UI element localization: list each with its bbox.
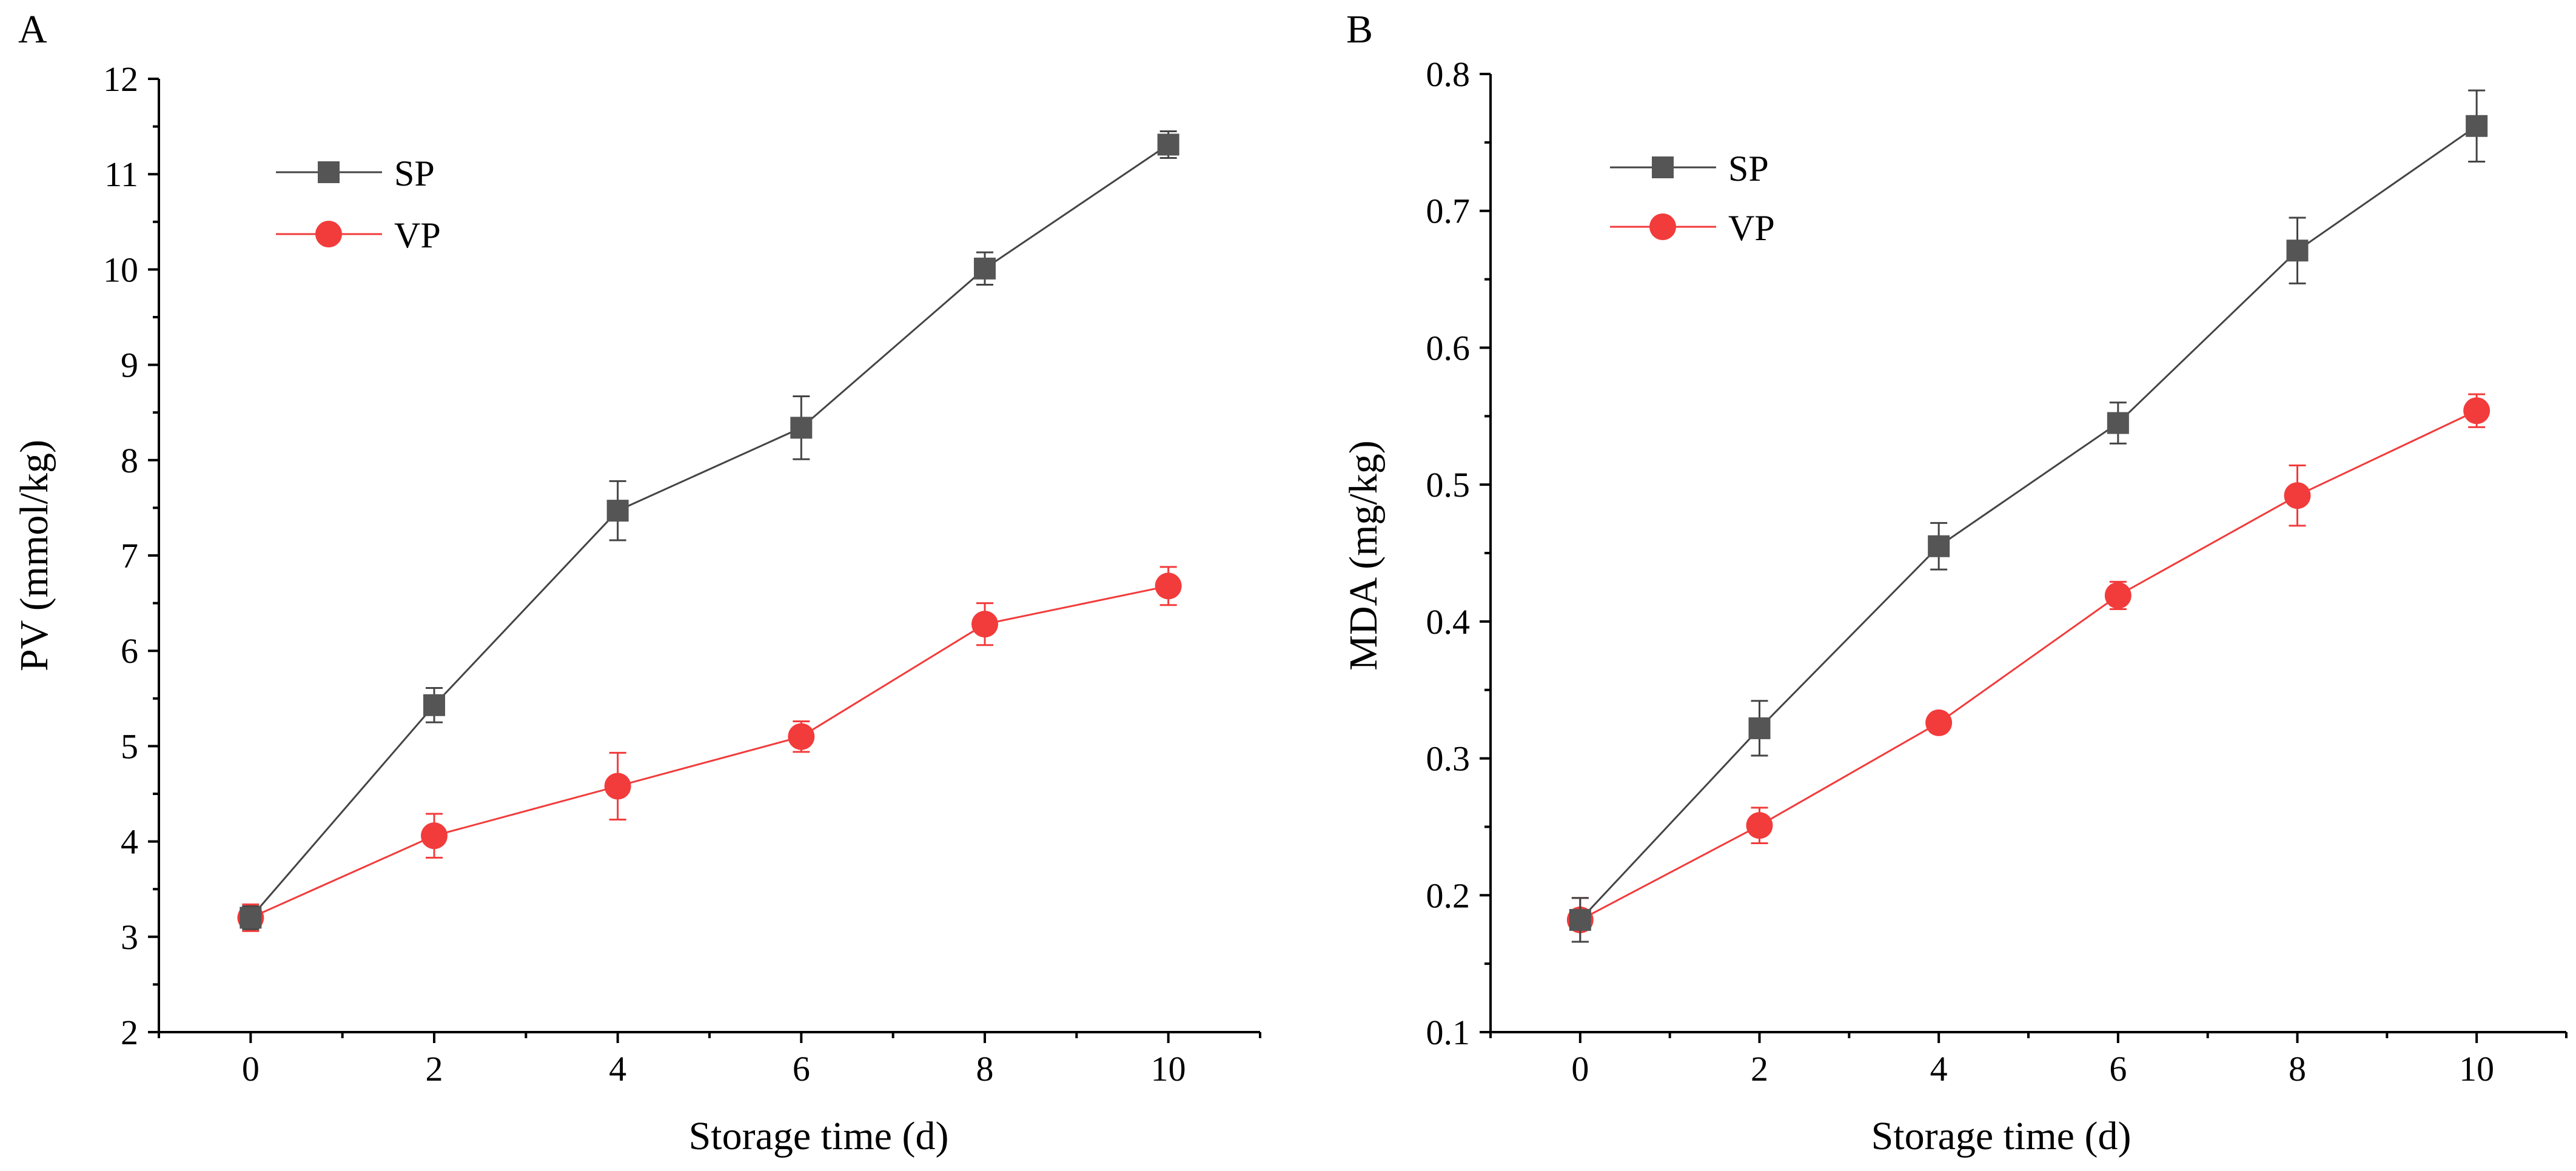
series-vp [1566, 393, 2490, 943]
x-tick-label: 10 [2459, 1049, 2494, 1089]
series-vp-point [2284, 482, 2311, 509]
series-sp-line [1579, 125, 2478, 921]
series-sp-point [423, 694, 445, 716]
series-sp-point [2107, 412, 2129, 434]
y-tick-label: 9 [121, 346, 138, 385]
panel-b-legend: SP VP [1610, 149, 1775, 248]
x-tick-label: 10 [1151, 1049, 1186, 1089]
series-sp-point [1157, 133, 1179, 156]
panel-a-x-label: Storage time (d) [689, 1114, 949, 1158]
legend-sp-label: SP [394, 153, 435, 193]
series-vp-point [1746, 812, 1773, 839]
y-tick-label: 2 [121, 1013, 138, 1052]
panel-a-ticks: 2 3 4 5 6 7 8 9 10 11 12 0 2 4 6 8 10 [103, 59, 1261, 1089]
series-vp [237, 566, 1182, 932]
y-tick-label: 0.3 [1426, 739, 1471, 779]
series-sp-point [1928, 535, 1950, 557]
legend-vp-marker [315, 221, 342, 247]
panel-a-legend: SP VP [276, 153, 441, 255]
legend-vp-marker [1649, 213, 1676, 240]
y-tick-label: 10 [103, 250, 138, 289]
panel-a-y-label: PV (mmol/kg) [12, 440, 56, 671]
x-tick-label: 6 [2109, 1049, 2127, 1089]
panel-b-axes [1489, 74, 2566, 1033]
legend-sp-marker [1652, 156, 1674, 178]
series-vp-point [1155, 572, 1182, 600]
x-tick-label: 0 [242, 1049, 260, 1089]
x-tick-label: 0 [1571, 1049, 1589, 1089]
series-sp-point [974, 257, 996, 280]
series-sp-point [2286, 240, 2309, 262]
series-vp-point [1925, 709, 1953, 736]
y-tick-label: 0.2 [1426, 876, 1471, 915]
y-tick-label: 0.7 [1426, 192, 1471, 231]
panel-b-ticks: 0.1 0.2 0.3 0.4 0.5 0.6 0.7 0.8 0 2 4 6 8 10 [1426, 55, 2568, 1089]
series-vp-point [971, 611, 998, 638]
series-vp-point [2104, 582, 2132, 609]
y-tick-label: 0.1 [1426, 1013, 1471, 1052]
series-vp-line [250, 585, 1169, 919]
series-sp-point [790, 417, 813, 439]
panel-a-letter: A [18, 7, 47, 52]
series-sp-point [240, 907, 262, 929]
x-tick-label: 6 [793, 1049, 810, 1089]
panel-b: B Storage time (d) MDA (mg/kg) 0.1 0.2 0.3… [1341, 7, 2568, 1158]
series-vp-point [2463, 397, 2490, 424]
series-vp-point [421, 822, 448, 850]
y-tick-label: 6 [121, 631, 138, 671]
x-tick-label: 4 [1930, 1049, 1948, 1089]
y-tick-label: 0.6 [1426, 328, 1471, 367]
series-sp-point [1748, 717, 1771, 739]
series-sp-point [1569, 908, 1591, 931]
y-tick-label: 0.4 [1426, 602, 1471, 642]
x-tick-label: 8 [2289, 1049, 2306, 1089]
y-tick-label: 3 [121, 918, 138, 957]
y-tick-label: 11 [104, 155, 138, 194]
x-tick-label: 2 [426, 1049, 443, 1089]
series-sp [240, 130, 1179, 930]
panel-a-series [237, 130, 1182, 932]
legend-vp-label: VP [1728, 208, 1775, 248]
legend-vp-label: VP [394, 215, 441, 255]
y-tick-label: 12 [103, 59, 138, 99]
legend-sp-marker [318, 161, 340, 183]
series-sp-point [2466, 115, 2488, 137]
x-tick-label: 8 [976, 1049, 994, 1089]
series-vp-point [604, 773, 631, 800]
panel-b-y-label: MDA (mg/kg) [1341, 440, 1386, 671]
series-sp-line [250, 144, 1169, 919]
legend-sp-label: SP [1728, 149, 1769, 189]
series-sp [1569, 89, 2488, 943]
panel-a: A Storage time (d) PV (mmol/kg) 2 3 4 5 6 7 8 9… [12, 7, 1261, 1158]
y-tick-label: 4 [121, 822, 138, 862]
series-sp-point [606, 500, 629, 522]
y-tick-label: 5 [121, 726, 138, 766]
y-tick-label: 7 [121, 536, 138, 575]
panel-b-x-label: Storage time (d) [1871, 1114, 2132, 1158]
y-tick-label: 0.8 [1426, 55, 1471, 94]
panel-b-series [1566, 89, 2490, 943]
y-tick-label: 0.5 [1426, 465, 1471, 505]
y-tick-label: 8 [121, 441, 138, 480]
x-tick-label: 2 [1751, 1049, 1768, 1089]
panel-b-letter: B [1346, 7, 1373, 52]
x-tick-label: 4 [609, 1049, 626, 1089]
series-vp-line [1580, 409, 2477, 921]
series-vp-point [788, 723, 815, 750]
